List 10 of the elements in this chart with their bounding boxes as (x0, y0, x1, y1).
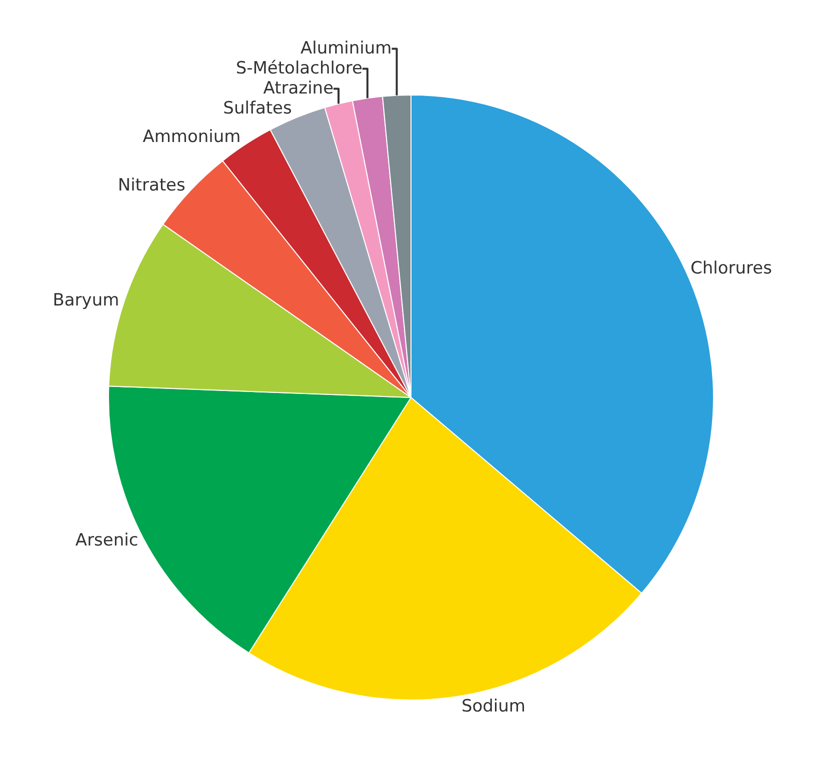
slice-label: Nitrates (118, 176, 186, 196)
slice-label: Atrazine (263, 78, 334, 99)
slice-label: Arsenic (75, 530, 138, 550)
slice-label: Chlorures (690, 258, 772, 279)
slice-label: Baryum (52, 290, 120, 310)
slice-label: Aluminium (300, 38, 392, 59)
slice-label: S-Métolachlore (236, 58, 362, 79)
slice-label: Ammonium (142, 127, 241, 148)
slice-label: Sulfates (223, 98, 292, 119)
slice-label: Sodium (461, 696, 526, 716)
